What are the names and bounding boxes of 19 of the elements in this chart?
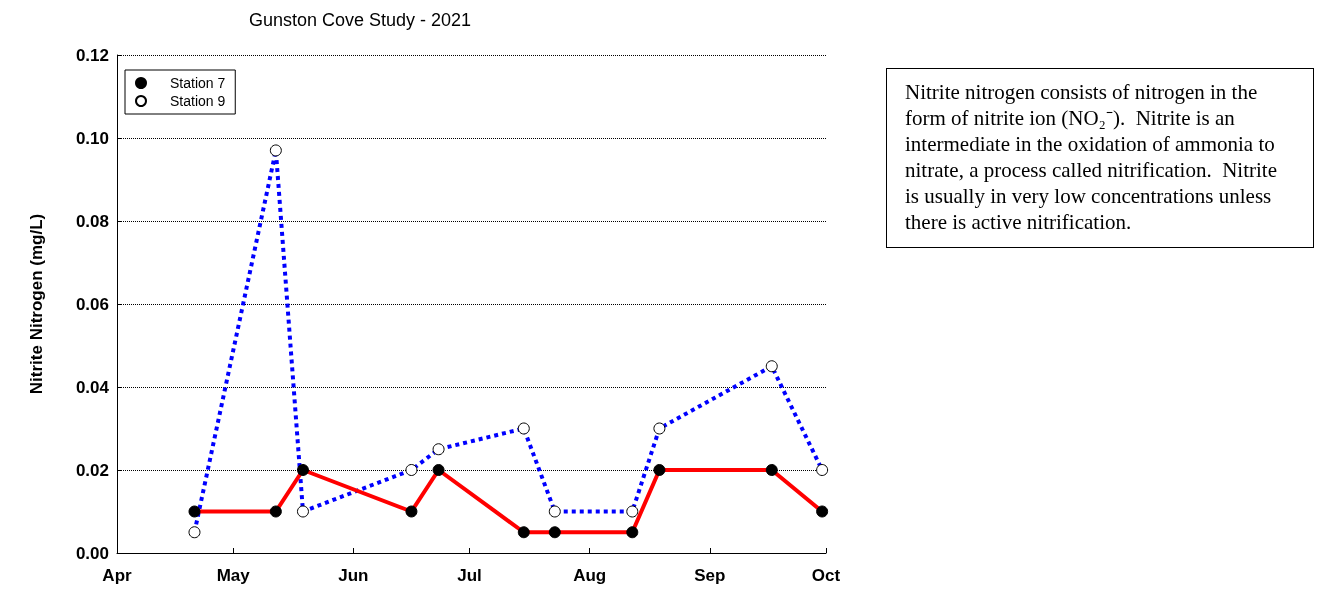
x-tick-label: Jul [457, 566, 482, 585]
x-tick-label: Aug [573, 566, 607, 585]
y-tick-label: 0.06 [75, 294, 109, 314]
y-tick-label: 0.12 [75, 45, 109, 65]
x-tick-label: May [216, 566, 251, 585]
x-tick-label: Jun [338, 566, 369, 585]
text: Nitrite nitrogen consists of nitrogen in the form of nitrite ion (NO₂⁻). Nitrite is an intermediate in the oxidation of ammonia to nitrate, a process called nitrification. Nitrite is usually in very low concentrations unless there is active nitrification. [886, 68, 1314, 248]
y-tick-label: 0.04 [75, 377, 110, 397]
y-tick-label: 0.00 [75, 543, 109, 563]
y-axis-title: Nitrite Nitrogen (mg/L) [27, 213, 46, 395]
y-tick-label: 0.08 [75, 211, 109, 231]
x-tick-label: Apr [102, 566, 133, 585]
legend-label: Station 7 [170, 75, 226, 91]
x-tick-label: Sep [694, 566, 726, 585]
y-tick-label: 0.10 [75, 128, 109, 148]
legend-label: Station 9 [170, 93, 226, 109]
y-tick-label: 0.02 [75, 460, 109, 480]
x-tick-label: Oct [811, 566, 841, 585]
chart-title: Gunston Cove Study - 2021 [248, 10, 472, 30]
